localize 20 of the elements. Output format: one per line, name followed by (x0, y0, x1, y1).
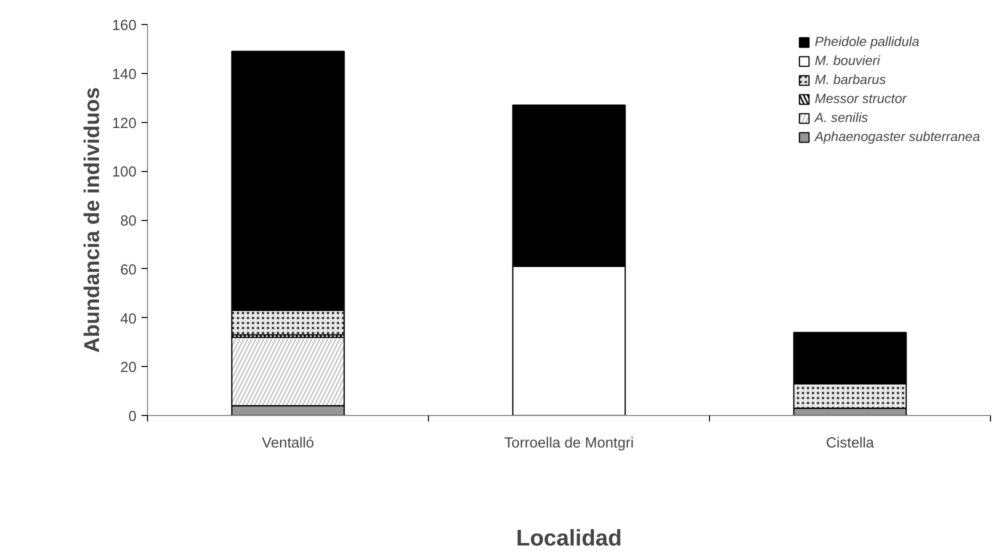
y-tick-label: 40 (120, 311, 137, 328)
y-tick-label: 0 (128, 409, 137, 425)
legend-label: Aphaenogaster subterranea (814, 129, 980, 144)
y-tick-label: 120 (112, 116, 137, 132)
y-axis-title: Abundancia de individuos (80, 87, 104, 353)
legend-label: M. bouvieri (814, 53, 880, 68)
y-tick-label: 100 (112, 164, 137, 181)
y-tick-label: 160 (112, 18, 137, 34)
legend-label: M. barbarus (814, 72, 886, 87)
y-tick-label: 140 (112, 66, 137, 83)
y-tick-label: 60 (120, 262, 137, 278)
x-tick-label: Ventalló (262, 436, 314, 452)
x-tick-label: Cistella (826, 436, 875, 452)
y-tick-label: 20 (120, 360, 137, 376)
y-tick-label: 80 (120, 214, 137, 230)
legend-label: Pheidole pallidula (814, 34, 920, 49)
x-tick-label: Torroella de Montgri (504, 436, 634, 452)
legend-label: Messor structor (814, 91, 907, 106)
x-axis-title: Localidad (516, 524, 622, 550)
legend-label: A. senilis (814, 110, 868, 125)
